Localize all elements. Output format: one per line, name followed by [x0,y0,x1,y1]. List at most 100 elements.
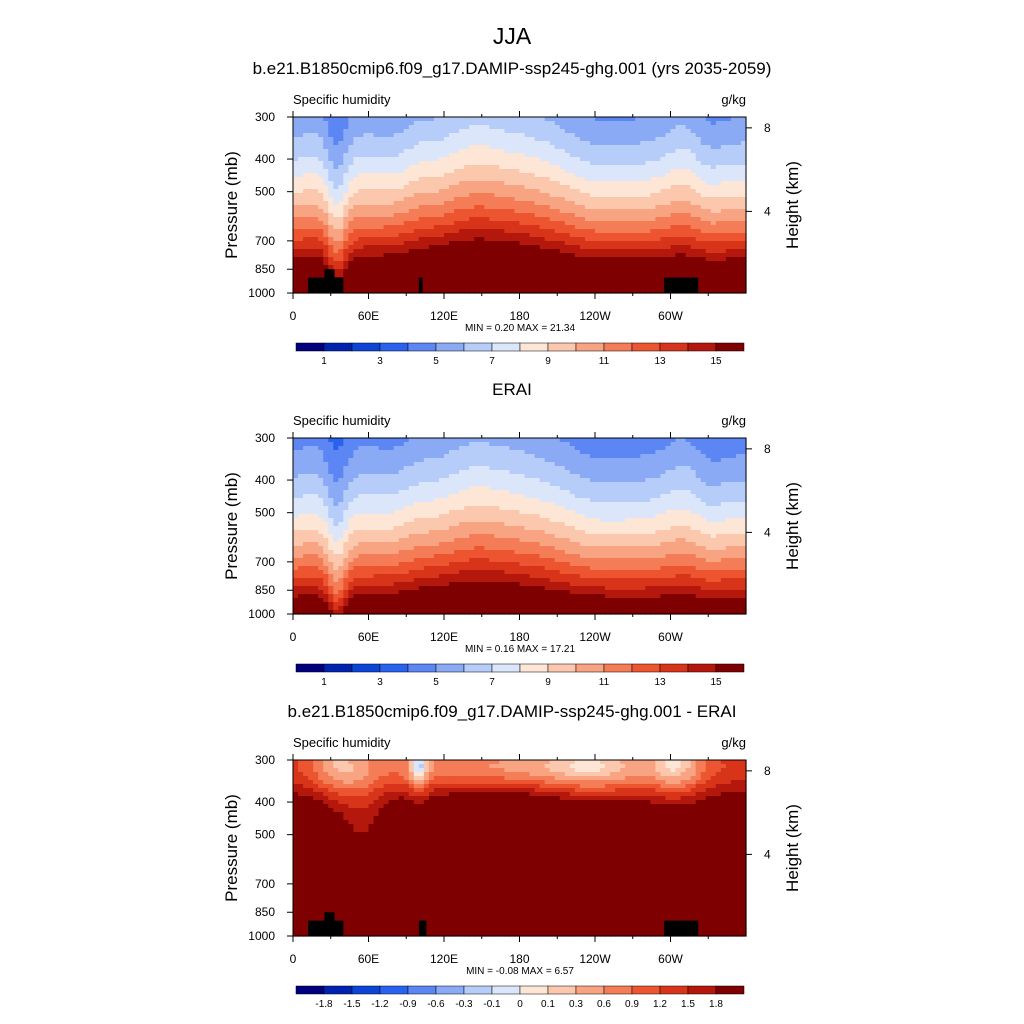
field-cell [544,241,551,246]
field-cell [378,261,385,266]
field-cell [615,233,621,238]
field-cell [620,221,626,226]
field-cell [715,221,722,226]
field-cell [433,237,440,242]
field-cell [499,209,505,214]
field-cell [670,145,677,150]
field-cell [489,157,495,162]
field-cell [484,177,490,182]
field-cell [589,285,596,290]
field-cell [544,169,551,174]
field-cell [705,117,712,122]
field-cell [650,149,656,154]
field-cell [454,201,460,206]
field-cell [368,261,375,266]
field-cell [539,245,546,250]
field-cell [449,205,455,210]
field-cell [630,125,636,130]
field-cell [720,129,727,134]
field-cell [650,185,656,190]
field-cell [499,257,505,262]
field-cell [725,289,732,294]
field-cell [479,201,485,206]
field-cell [680,446,687,451]
field-cell [569,233,576,238]
field-cell [524,153,531,158]
field-cell [363,133,370,138]
field-cell [534,133,541,138]
field-cell [358,446,365,451]
field-cell [620,117,626,122]
field-cell [303,133,309,138]
field-cell [328,466,334,471]
field-cell [398,442,405,447]
field-cell [428,177,435,182]
field-cell [589,129,596,134]
field-cell [408,221,415,226]
field-cell [620,470,626,475]
field-cell [464,145,470,150]
field-cell [433,117,440,122]
field-cell [700,185,707,190]
field-cell [298,129,304,134]
field-cell [418,193,425,198]
field-cell [393,446,400,451]
field-cell [454,285,460,290]
field-cell [433,205,440,210]
field-cell [660,213,667,218]
field-cell [353,189,360,194]
field-cell [318,265,324,270]
field-cell [705,450,712,455]
field-cell [650,285,656,290]
field-cell [544,145,551,150]
field-cell [685,265,692,270]
colorbar-label: 1 [321,356,327,367]
field-cell [539,446,546,451]
field-cell [740,229,747,234]
field-cell [408,442,415,447]
field-cell [554,137,561,142]
field-cell [655,149,662,154]
field-cells [293,117,747,294]
field-cell [504,233,511,238]
field-cell [358,221,365,226]
field-cell [348,185,354,190]
field-cell [383,169,390,174]
field-cell [298,462,304,467]
field-cell [579,201,586,206]
field-cell [675,241,682,246]
field-cell [383,137,390,142]
field-cell [635,470,641,475]
field-cell [454,197,460,202]
field-cell [675,265,682,270]
field-cell [635,133,641,138]
field-cell [383,257,390,262]
field-cell [494,189,500,194]
field-cell [328,161,334,166]
field-cell [740,209,747,214]
field-cell [630,458,636,463]
field-cell [519,450,526,455]
field-cell [433,141,440,146]
colorbar-label: 5 [433,356,439,367]
field-cell [418,237,425,242]
field-cell [620,261,626,266]
field-cell [373,173,380,178]
field-cell [403,129,410,134]
field-cell [625,470,631,475]
field-cell [368,233,375,238]
field-cell [373,281,380,286]
field-cell [464,161,470,166]
field-cell [630,249,636,254]
field-cell [695,269,702,274]
field-cell [308,153,314,158]
field-cell [469,201,475,206]
field-cell [308,173,314,178]
field-cell [730,209,737,214]
field-cell [328,454,334,459]
field-cell [735,153,742,158]
field-cell [720,197,727,202]
field-cell [444,233,450,238]
field-cell [393,229,400,234]
field-cell [318,470,324,475]
